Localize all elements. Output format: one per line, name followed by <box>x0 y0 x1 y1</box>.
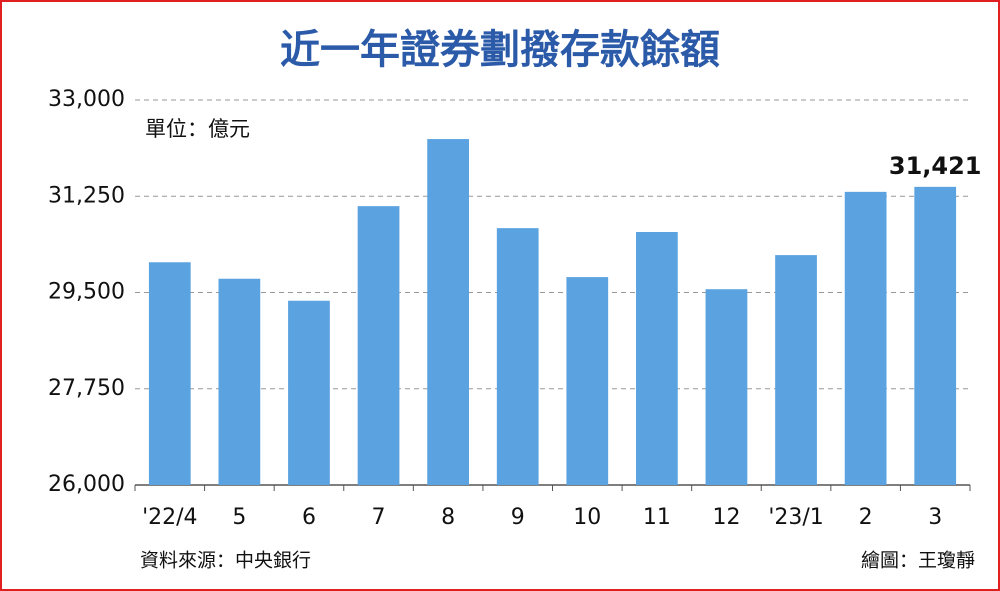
bar <box>357 206 400 485</box>
x-tick-label: 8 <box>441 505 455 530</box>
bar <box>775 255 817 485</box>
x-tick-label: '22/4 <box>142 505 197 530</box>
x-tick-label: 7 <box>372 505 386 530</box>
x-tick-label: 5 <box>232 505 246 530</box>
x-tick-label: 2 <box>859 505 873 530</box>
x-tick-label: 3 <box>928 505 942 530</box>
bar <box>914 186 957 485</box>
y-tick-label: 33,000 <box>48 87 125 112</box>
bar <box>705 289 748 485</box>
value-label: 31,421 <box>889 152 982 180</box>
x-tick-label: 9 <box>511 505 525 530</box>
bar <box>496 228 539 485</box>
x-tick-label: 10 <box>573 505 601 530</box>
bar <box>218 278 261 485</box>
y-tick-label: 29,500 <box>48 280 125 305</box>
x-tick-label: '23/1 <box>768 505 823 530</box>
source: 資料來源：中央銀行 <box>140 550 311 572</box>
bar <box>148 262 191 485</box>
y-tick-label: 31,250 <box>48 183 125 208</box>
y-tick-label: 26,000 <box>48 472 125 497</box>
bar <box>844 191 887 485</box>
x-tick-label: 11 <box>643 505 671 530</box>
chart-title: 近一年證券劃撥存款餘額 <box>280 27 720 73</box>
unit-label: 單位：億元 <box>145 117 250 141</box>
bar <box>288 300 330 485</box>
y-tick-label: 27,750 <box>48 376 125 401</box>
bar <box>566 277 609 485</box>
bar <box>427 139 469 486</box>
x-tick-label: 6 <box>302 505 316 530</box>
bar <box>636 232 678 485</box>
x-tick-label: 12 <box>712 505 740 530</box>
credit: 繪圖：王瓊靜 <box>861 550 975 572</box>
